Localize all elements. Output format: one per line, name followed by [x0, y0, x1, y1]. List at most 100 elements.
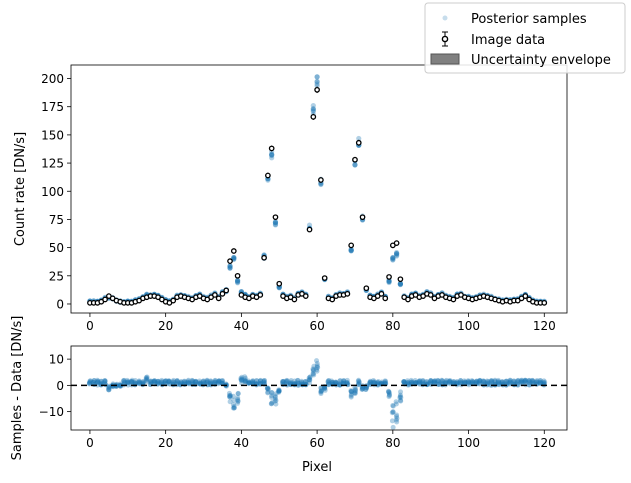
top-y-tick-label: 125	[41, 157, 64, 171]
posterior-sample-point	[386, 278, 392, 284]
bottom-axes-frame	[70, 345, 568, 431]
residual-sample-point	[496, 380, 502, 386]
image-data-point	[234, 272, 241, 279]
posterior-sample-cloud	[269, 148, 275, 161]
image-data-point	[223, 287, 230, 294]
image-data-point	[378, 290, 385, 297]
posterior-sample-point	[235, 277, 241, 284]
top-panel: 0 20 40 60 80 100 120 0 25 50 75 100 125 150 175 200 C…	[13, 64, 568, 333]
residual-sample-point	[428, 378, 434, 384]
residual-sample-cloud	[340, 377, 347, 387]
residual-sample-point	[87, 378, 93, 384]
residual-sample-point	[136, 379, 142, 385]
residual-sample-cloud	[177, 379, 184, 388]
residual-sample-point	[523, 379, 529, 385]
residual-sample-point	[371, 380, 377, 386]
residual-sample-point	[326, 381, 332, 387]
residual-sample-point	[273, 394, 278, 400]
residual-sample-point	[95, 378, 101, 384]
image-data-point	[344, 290, 351, 297]
top-y-tick-label: 150	[41, 128, 64, 142]
residual-sample-point	[537, 380, 543, 386]
image-data-point	[212, 292, 218, 298]
residual-sample-point	[507, 381, 513, 387]
image-data-marker	[257, 292, 264, 298]
residual-sample-point	[370, 377, 376, 383]
residual-sample-point	[341, 379, 347, 385]
residual-sample-point	[299, 379, 305, 385]
residual-sample-point	[496, 379, 502, 385]
residual-sample-point	[507, 377, 513, 383]
residual-sample-point	[462, 379, 468, 385]
residual-sample-point	[284, 382, 290, 388]
image-data-point	[314, 86, 320, 94]
residual-sample-point	[511, 379, 517, 385]
residual-sample-point	[322, 385, 328, 391]
residual-sample-point	[356, 379, 362, 385]
residual-sample-point	[413, 380, 419, 386]
posterior-sample-point	[397, 282, 403, 288]
image-data-marker	[102, 296, 108, 303]
image-data-marker	[393, 240, 400, 246]
residual-sample-point	[529, 378, 535, 383]
residual-sample-point	[389, 418, 395, 424]
top-x-tick-label: 120	[533, 319, 556, 333]
residual-sample-point	[408, 379, 414, 385]
residual-sample-point	[413, 380, 419, 386]
residual-sample-point	[318, 385, 324, 391]
residual-sample-point	[216, 378, 222, 384]
top-y-tick-label: 175	[41, 100, 64, 114]
residual-sample-cloud	[389, 402, 396, 430]
image-data-point	[393, 240, 400, 246]
residual-sample-point	[329, 379, 335, 385]
residual-sample-point	[515, 382, 521, 388]
residual-sample-point	[242, 377, 248, 383]
residual-sample-point	[397, 392, 403, 398]
residual-sample-point	[246, 380, 252, 386]
residual-sample-point	[250, 378, 256, 384]
residual-sample-point	[228, 393, 234, 399]
residual-sample-point	[515, 382, 521, 388]
residual-sample-point	[370, 379, 376, 385]
residual-sample-point	[269, 401, 275, 407]
residual-sample-point	[204, 379, 210, 385]
residual-sample-point	[454, 379, 460, 385]
posterior-sample-point	[314, 83, 320, 89]
residual-sample-point	[507, 377, 513, 383]
residual-sample-point	[201, 378, 207, 384]
image-data-marker	[272, 214, 279, 221]
residual-sample-point	[325, 378, 331, 384]
residual-sample-point	[538, 378, 544, 384]
residual-sample-point	[344, 380, 350, 386]
residual-sample-point	[246, 380, 252, 386]
residual-sample-point	[492, 379, 498, 385]
residual-sample-point	[200, 379, 206, 385]
residual-sample-point	[356, 381, 362, 387]
residual-sample-point	[519, 378, 525, 384]
residual-sample-point	[409, 379, 415, 385]
residual-sample-point	[182, 380, 188, 386]
legend-posterior-marker	[442, 15, 448, 21]
posterior-sample-point	[231, 254, 237, 261]
legend-image-data-label: Image data	[471, 33, 545, 48]
residual-sample-point	[125, 379, 131, 385]
residual-sample-cloud	[113, 381, 120, 389]
residual-sample-point	[265, 386, 271, 392]
residual-sample-point	[230, 402, 236, 408]
residual-sample-point	[436, 378, 442, 384]
residual-sample-point	[193, 379, 199, 385]
image-data-point	[276, 280, 283, 287]
residual-sample-point	[349, 388, 355, 394]
image-data-marker	[382, 295, 389, 302]
posterior-sample-point	[227, 265, 233, 271]
residual-sample-point	[470, 378, 476, 384]
residual-sample-point	[280, 379, 286, 385]
image-data-point	[302, 293, 309, 299]
residual-sample-point	[314, 367, 320, 373]
residual-sample-point	[125, 380, 130, 386]
residual-sample-point	[386, 390, 392, 396]
residual-sample-point	[514, 378, 520, 384]
residual-sample-point	[530, 380, 536, 386]
residual-sample-point	[337, 382, 343, 388]
residual-sample-point	[307, 377, 313, 383]
